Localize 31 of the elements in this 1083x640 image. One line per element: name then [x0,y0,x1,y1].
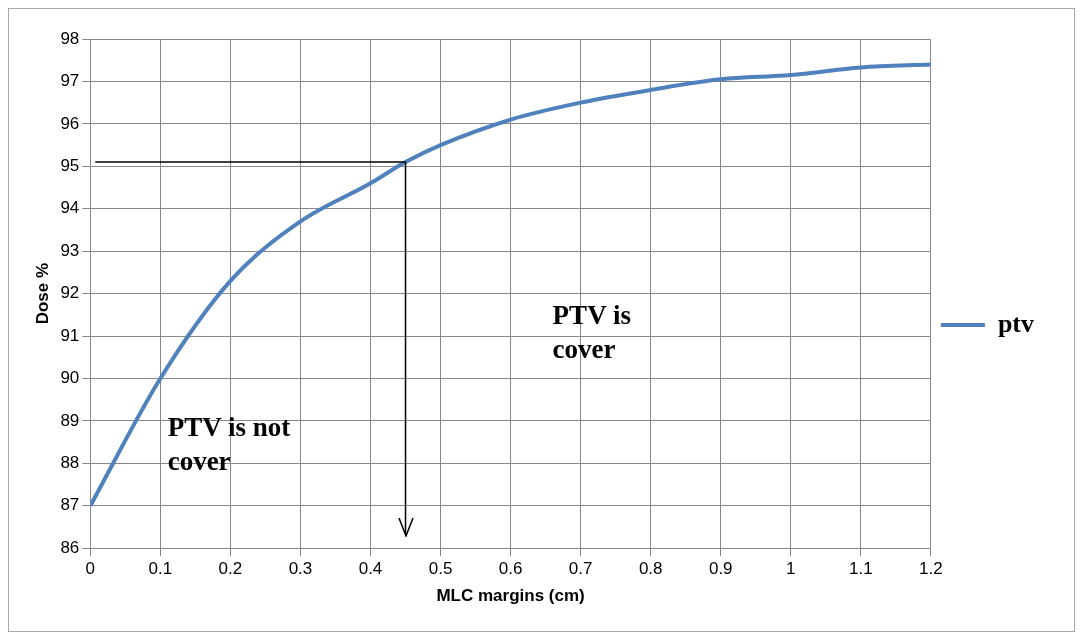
x-tick-label: 0.8 [638,559,663,579]
y-tick-label: 96 [60,113,80,133]
x-tick-label: 0 [85,559,96,579]
y-tick-label: 98 [60,28,80,48]
y-axis-title: Dose % [32,262,52,325]
x-tick-label: 0.3 [288,559,313,579]
x-tick-label: 0.6 [498,559,523,579]
x-tick-label: 0.9 [708,559,733,579]
x-tick-label: 0.7 [568,559,593,579]
y-tick-label: 89 [60,410,80,430]
x-tick-label: 1 [786,559,796,579]
x-tick-label: 1.1 [849,559,873,579]
y-tick-label: 90 [60,368,80,388]
y-tick-label: 97 [60,71,80,91]
y-tick-label: 94 [60,198,80,218]
annotation: PTV is cover [552,300,631,365]
y-tick-label: 88 [60,453,80,473]
annotation: PTV is not cover [167,412,291,477]
x-axis-title: MLC margins (cm) [436,586,585,606]
x-tick-label: 0.4 [358,559,383,579]
y-tick-label: 93 [60,240,80,260]
y-tick-label: 95 [60,155,80,175]
x-tick-label: 0.1 [148,559,173,579]
y-tick-label: 87 [60,495,80,515]
x-tick-label: 0.2 [218,559,243,579]
y-tick-label: 86 [60,537,80,557]
legend-label: ptv [997,308,1035,338]
y-tick-label: 92 [60,283,80,303]
x-tick-label: 0.5 [428,559,453,579]
y-tick-label: 91 [60,325,80,345]
x-tick-label: 1.2 [919,559,943,579]
